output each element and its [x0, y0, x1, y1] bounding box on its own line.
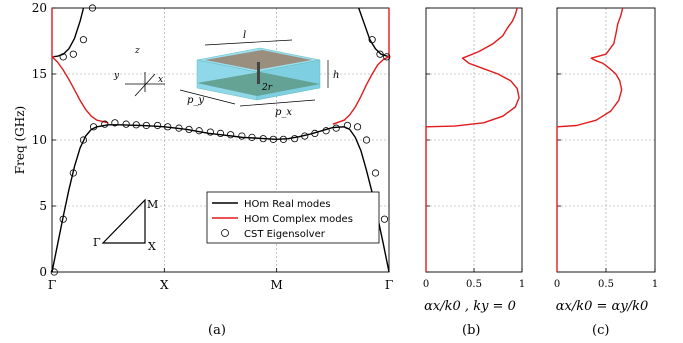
panel-c: 0 0.5 1	[554, 7, 658, 290]
cst-marker	[311, 129, 319, 137]
cst-marker	[322, 127, 330, 135]
xtick-label: 0	[554, 279, 560, 290]
label-l: l	[243, 30, 246, 41]
ytick-label: 15	[32, 67, 47, 81]
cst-marker	[89, 123, 98, 131]
complex-mode-curve	[556, 7, 624, 272]
xtick-label: 0.5	[598, 279, 614, 290]
cst-marker	[132, 121, 140, 129]
cst-marker	[259, 135, 267, 143]
panel-a: 0 5 10 15 20 Γ X M Γ	[32, 1, 393, 292]
cst-marker	[269, 135, 277, 143]
patch-plate	[205, 50, 312, 70]
cst-marker	[142, 121, 150, 130]
xtick-label: 1	[652, 279, 658, 290]
complex-mode-curve	[425, 7, 520, 272]
panel-b: 0 0.5 1	[423, 7, 525, 290]
cst-marker	[301, 132, 309, 140]
panel-label-b: (b)	[462, 323, 480, 338]
coordinate-axes	[125, 72, 165, 97]
legend-complex-label: HOm Complex modes	[244, 214, 353, 225]
bz-label-gamma: Γ	[93, 236, 101, 249]
cst-marker	[332, 124, 340, 132]
via	[257, 62, 260, 84]
dim-l	[204, 39, 293, 46]
cst-marker	[69, 50, 77, 58]
cst-marker	[368, 36, 376, 44]
label-py: p_y	[187, 95, 204, 106]
complex-mode-curve	[51, 8, 55, 58]
complex-mode-curve	[386, 8, 390, 58]
cst-marker	[279, 135, 288, 143]
cst-marker	[343, 121, 352, 130]
cst-marker	[122, 120, 130, 128]
panel-label-c: (c)	[592, 323, 609, 338]
cst-marker	[376, 50, 384, 58]
cst-marker	[371, 169, 380, 177]
xtick-label: X	[160, 278, 169, 292]
legend-real-label: HOm Real modes	[244, 199, 331, 210]
cst-marker	[248, 133, 256, 141]
real-mode-curve	[358, 7, 390, 58]
cst-marker	[353, 123, 362, 131]
cst-marker	[380, 215, 389, 223]
cst-marker	[69, 169, 77, 177]
legend-cst-label: CST Eigensolver	[244, 229, 326, 240]
cst-marker	[88, 4, 97, 12]
ytick-label: 20	[32, 1, 47, 15]
legend-cst-marker	[221, 229, 229, 237]
ylabel-a: Freq (GHz)	[13, 106, 27, 174]
cst-marker	[206, 128, 214, 136]
xtick-label: Γ	[385, 278, 393, 292]
ytick-label: 0	[39, 265, 47, 279]
label-px: p_x	[275, 107, 292, 118]
cst-marker	[59, 53, 67, 61]
cst-marker	[291, 135, 299, 143]
legend: HOm Real modes HOm Complex modes CST Eig…	[206, 191, 380, 244]
label-h: h	[333, 70, 339, 81]
real-mode-curve	[51, 124, 390, 273]
cst-marker	[79, 136, 88, 144]
real-mode-curve	[51, 7, 85, 58]
cst-marker	[175, 124, 183, 132]
cst-marker	[164, 123, 172, 131]
xtick-label: 1	[519, 279, 525, 290]
cst-marker	[185, 125, 193, 134]
cst-marker	[101, 120, 109, 128]
dim-px	[239, 99, 316, 107]
complex-mode-curve	[51, 56, 109, 124]
cst-marker	[153, 121, 162, 130]
dim-py	[179, 89, 236, 105]
xtick-label: Γ	[48, 278, 56, 292]
bz-triangle	[101, 198, 146, 244]
cst-marker	[59, 215, 67, 223]
cst-marker	[383, 53, 391, 61]
xlabel-c: αx/k0 = αy/k0	[556, 299, 648, 314]
xlabel-b: αx/k0 , ky = 0	[424, 299, 516, 314]
xtick-label: 0.5	[466, 279, 482, 290]
unit-cell-inset: z y x l h 2r p_y p_x	[113, 30, 339, 118]
axis-x-label: x	[158, 75, 163, 85]
xtick-label: M	[271, 278, 283, 292]
axis-z-label: z	[134, 46, 140, 56]
cst-marker	[50, 268, 58, 276]
cst-marker	[111, 119, 119, 127]
panel-label-a: (a)	[208, 323, 226, 338]
cst-marker	[362, 136, 371, 144]
ytick-label: 10	[32, 133, 47, 147]
xtick-label: 0	[423, 279, 429, 290]
axis-y-label: y	[113, 71, 120, 81]
cst-marker	[195, 127, 203, 135]
bz-label-X: X	[148, 240, 156, 253]
ytick-label: 5	[39, 199, 47, 213]
cst-marker	[216, 129, 225, 137]
cst-marker	[79, 36, 88, 44]
complex-mode-curve	[332, 56, 390, 125]
brillouin-zone-inset: M Γ X	[93, 198, 158, 253]
cst-marker	[238, 132, 246, 140]
bz-label-M: M	[147, 198, 158, 211]
label-2r: 2r	[261, 83, 273, 93]
cst-marker	[227, 131, 235, 139]
